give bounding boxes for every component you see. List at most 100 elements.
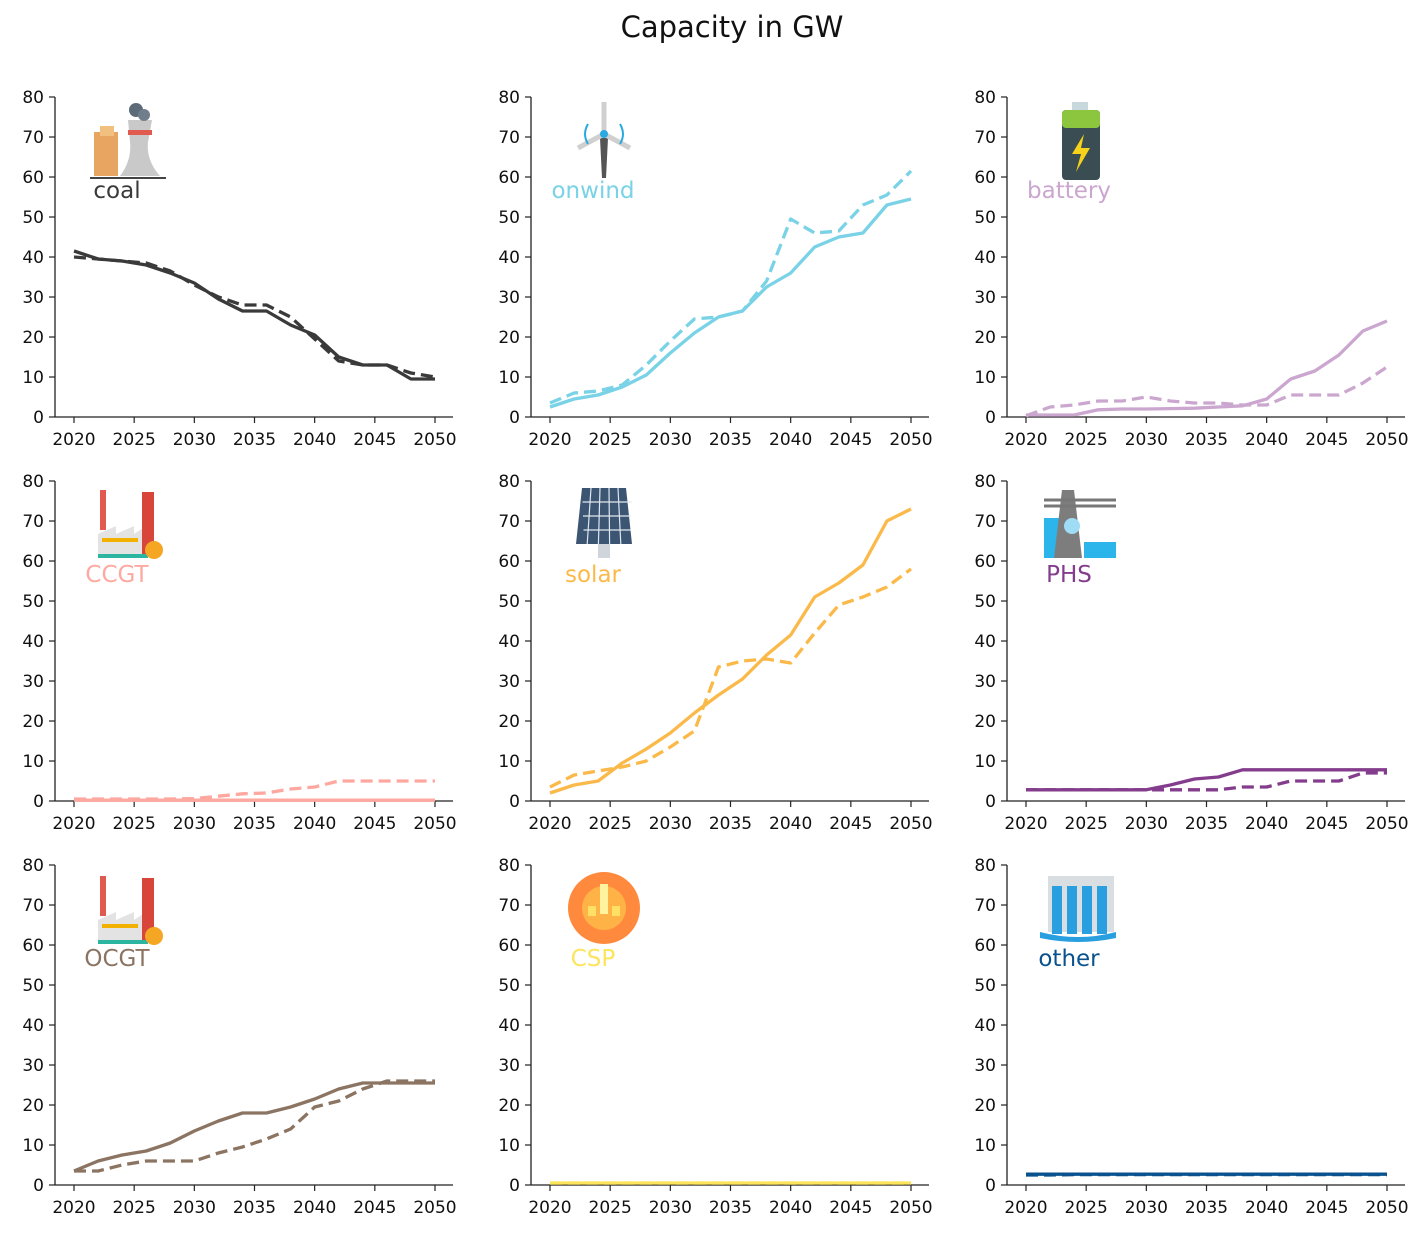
x-tick-label: 2045 — [1305, 430, 1348, 450]
y-tick-label: 50 — [498, 976, 520, 996]
y-tick-label: 20 — [974, 1096, 996, 1116]
x-tick-label: 2030 — [649, 430, 692, 450]
figure-title: Capacity in GW — [620, 10, 844, 44]
y-tick-label: 40 — [498, 632, 520, 652]
x-tick-label: 2030 — [173, 814, 216, 834]
plant-roof — [100, 126, 114, 136]
stripe — [102, 538, 138, 542]
x-tick-label: 2035 — [709, 1198, 752, 1218]
y-tick-label: 30 — [498, 1056, 520, 1076]
power-badge — [145, 541, 163, 559]
tower — [142, 878, 154, 942]
x-tick-label: 2035 — [1185, 430, 1228, 450]
plant-building — [94, 132, 118, 176]
cooling-tower — [120, 120, 160, 176]
x-tick-label: 2025 — [113, 1198, 156, 1218]
x-tick-label: 2045 — [829, 1198, 872, 1218]
solar-panel-icon — [576, 487, 632, 558]
x-tick-label: 2030 — [173, 430, 216, 450]
x-tick-label: 2025 — [589, 430, 632, 450]
y-tick-label: 30 — [974, 1056, 996, 1076]
x-tick-label: 2020 — [528, 430, 571, 450]
x-tick-label: 2040 — [293, 814, 336, 834]
y-tick-label: 0 — [33, 1176, 44, 1196]
wind-turbine-icon — [576, 102, 632, 178]
smoke — [138, 109, 150, 121]
y-tick-label: 10 — [498, 1136, 520, 1156]
y-tick-label: 0 — [985, 408, 996, 428]
y-tick-label: 20 — [22, 1096, 44, 1116]
blade — [602, 131, 632, 151]
x-tick-label: 2040 — [769, 1198, 812, 1218]
x-tick-label: 2035 — [1185, 1198, 1228, 1218]
x-tick-label: 2045 — [829, 814, 872, 834]
water — [1084, 542, 1116, 558]
mirror — [612, 906, 620, 916]
x-tick-label: 2025 — [1065, 814, 1108, 834]
x-tick-label: 2035 — [233, 430, 276, 450]
stand — [598, 544, 610, 558]
y-tick-label: 60 — [498, 168, 520, 188]
x-tick-label: 2020 — [1004, 814, 1047, 834]
y-tick-label: 80 — [974, 856, 996, 876]
y-tick-label: 0 — [985, 1176, 996, 1196]
y-tick-label: 60 — [974, 168, 996, 188]
panel-label: PHS — [1046, 562, 1092, 588]
y-tick-label: 20 — [974, 328, 996, 348]
x-tick-label: 2040 — [293, 1198, 336, 1218]
y-tick-label: 20 — [498, 328, 520, 348]
y-tick-label: 40 — [22, 632, 44, 652]
series-line-dashed — [549, 567, 912, 789]
series-line-dashed — [1026, 771, 1387, 792]
x-tick-label: 2045 — [353, 430, 396, 450]
x-tick-label: 2045 — [353, 814, 396, 834]
y-tick-label: 80 — [22, 856, 44, 876]
x-tick-label: 2040 — [1245, 814, 1288, 834]
panel-label: other — [1038, 946, 1100, 972]
y-tick-label: 30 — [498, 672, 520, 692]
panel-label: CCGT — [85, 562, 149, 588]
x-tick-label: 2050 — [413, 814, 456, 834]
factory-icon — [98, 876, 163, 945]
y-tick-label: 50 — [22, 592, 44, 612]
x-tick-label: 2025 — [1065, 1198, 1108, 1218]
y-tick-label: 70 — [498, 512, 520, 532]
y-tick-label: 50 — [974, 976, 996, 996]
y-tick-label: 80 — [22, 88, 44, 108]
x-tick-label: 2050 — [1365, 430, 1408, 450]
panel-label: onwind — [551, 178, 634, 204]
spillway — [1097, 886, 1107, 934]
y-tick-label: 0 — [509, 1176, 520, 1196]
y-tick-label: 30 — [974, 288, 996, 308]
y-tick-label: 30 — [22, 672, 44, 692]
tower — [142, 492, 154, 556]
x-tick-label: 2035 — [233, 1198, 276, 1218]
y-tick-label: 10 — [498, 368, 520, 388]
chimney — [100, 876, 106, 916]
x-tick-label: 2020 — [528, 814, 571, 834]
y-tick-label: 80 — [498, 472, 520, 492]
x-tick-label: 2020 — [52, 1198, 95, 1218]
x-tick-label: 2020 — [528, 1198, 571, 1218]
series-line-dashed — [74, 1079, 435, 1173]
x-tick-label: 2045 — [1305, 814, 1348, 834]
y-tick-label: 0 — [509, 408, 520, 428]
x-tick-label: 2025 — [113, 814, 156, 834]
x-tick-label: 2030 — [1125, 430, 1168, 450]
y-tick-label: 60 — [22, 168, 44, 188]
y-tick-label: 70 — [498, 128, 520, 148]
y-tick-label: 10 — [22, 1136, 44, 1156]
y-tick-label: 50 — [498, 592, 520, 612]
y-tick-label: 80 — [22, 472, 44, 492]
series-line-dashed — [549, 169, 913, 405]
x-tick-label: 2050 — [1365, 1198, 1408, 1218]
x-tick-label: 2020 — [1004, 1198, 1047, 1218]
x-tick-label: 2050 — [1365, 814, 1408, 834]
chimney — [100, 490, 106, 530]
y-tick-label: 20 — [22, 712, 44, 732]
x-tick-label: 2035 — [709, 430, 752, 450]
x-tick-label: 2020 — [52, 814, 95, 834]
